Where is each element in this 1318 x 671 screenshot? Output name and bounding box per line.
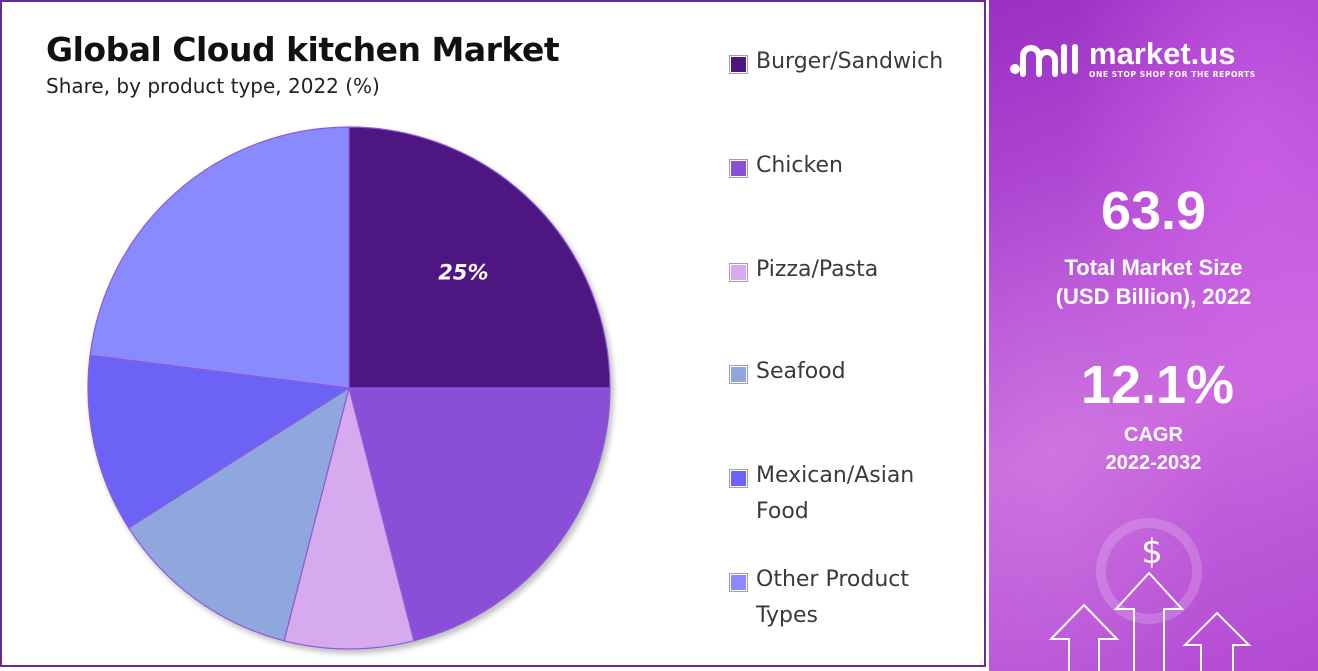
pie-slice-burger-sandwich: [348, 126, 611, 389]
legend-item: Other Product Types: [729, 567, 909, 634]
cagr-period: 2022-2032: [1105, 452, 1202, 474]
dollar-symbol: $: [1141, 532, 1163, 572]
legend-swatch: [729, 263, 748, 282]
legend-label: Other Product Types: [756, 567, 909, 628]
market-size-label-line1: Total Market Size: [1064, 255, 1243, 280]
legend-label: Seafood: [756, 359, 846, 384]
legend-item: Mexican/Asian Food: [729, 463, 914, 530]
market-summary-panel: market.us ONE STOP SHOP FOR THE REPORTS …: [989, 0, 1318, 671]
pie-slice-other-product-types: [89, 126, 350, 389]
chart-title: Global Cloud kitchen Market: [46, 30, 560, 69]
market-us-logo-icon: [1010, 43, 1078, 77]
cagr-label: CAGR: [1124, 424, 1183, 446]
brand-tagline: ONE STOP SHOP FOR THE REPORTS: [1089, 70, 1256, 79]
legend-swatch: [729, 469, 748, 488]
market-size-label-line2: (USD Billion), 2022: [1055, 284, 1252, 309]
pie-chart: 25%: [87, 126, 611, 650]
legend-swatch: [729, 365, 748, 384]
legend-label: Burger/Sandwich: [756, 49, 944, 74]
legend-label: Chicken: [756, 153, 843, 178]
cagr-value: 12.1%: [1080, 355, 1235, 415]
legend-item: Pizza/Pasta: [729, 257, 878, 288]
brand-name: market.us: [1089, 36, 1236, 71]
legend-swatch: [729, 159, 748, 178]
legend-label: Mexican/Asian Food: [756, 463, 915, 524]
pie-slice-seafood: [127, 386, 350, 642]
pie-data-label: 25%: [438, 261, 488, 285]
legend-swatch: [729, 573, 748, 592]
pie-slice-chicken: [348, 387, 611, 642]
brand: market.us ONE STOP SHOP FOR THE REPORTS: [1009, 38, 1256, 79]
legend-label: Pizza/Pasta: [756, 257, 879, 282]
growth-arrows-icon: $: [1048, 518, 1252, 671]
chart-subtitle: Share, by product type, 2022 (%): [46, 74, 380, 98]
pie-slice-pizza-pasta: [283, 387, 415, 650]
pie-slice-mexican-asian-food: [87, 354, 351, 529]
legend-item: Chicken: [729, 153, 843, 184]
legend-item: Burger/Sandwich: [729, 49, 943, 80]
market-size-value: 63.9: [1100, 181, 1207, 241]
legend-swatch: [729, 55, 748, 74]
legend-item: Seafood: [729, 359, 846, 390]
chart-panel: Global Cloud kitchen Market Share, by pr…: [0, 0, 986, 667]
